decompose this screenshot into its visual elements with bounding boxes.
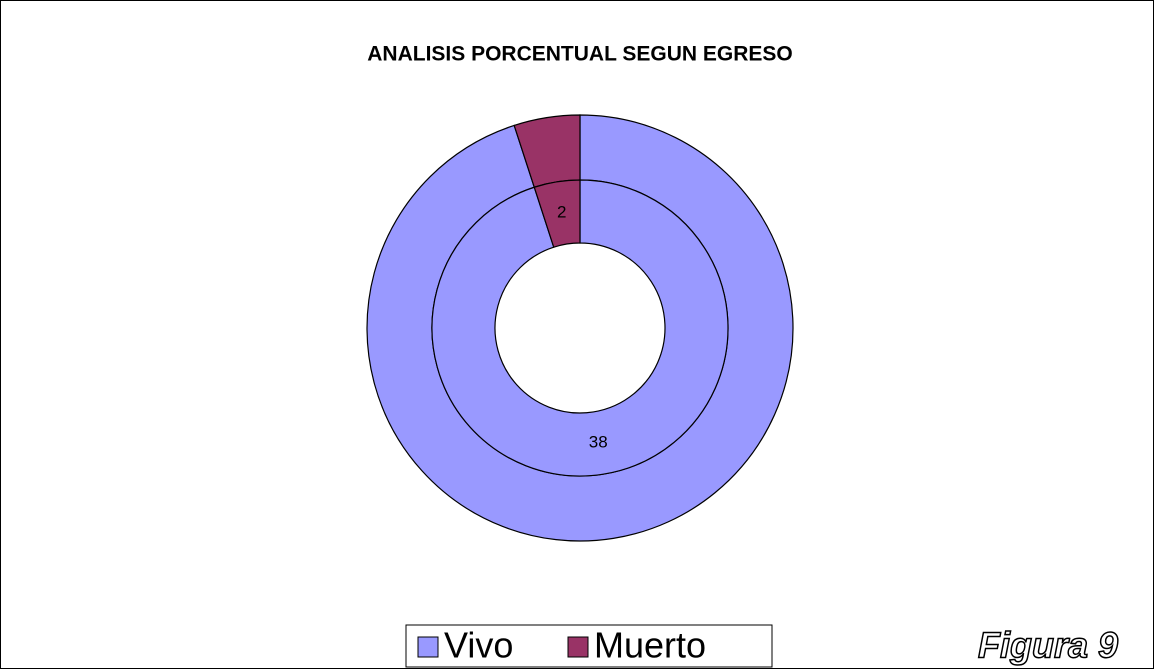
figure-annotation: Figura 9 — [978, 625, 1118, 666]
legend-swatch — [417, 636, 439, 658]
legend-label: Muerto — [594, 625, 706, 666]
donut-slice — [533, 179, 581, 248]
legend-box — [405, 624, 773, 668]
legend-label: Vivo — [444, 625, 513, 666]
data-label: 38 — [589, 433, 608, 452]
data-label: 2 — [557, 202, 566, 221]
chart-title: ANALISIS PORCENTUAL SEGUN EGRESO — [367, 43, 793, 66]
legend-swatch — [567, 636, 589, 658]
donut-slice — [431, 179, 729, 477]
